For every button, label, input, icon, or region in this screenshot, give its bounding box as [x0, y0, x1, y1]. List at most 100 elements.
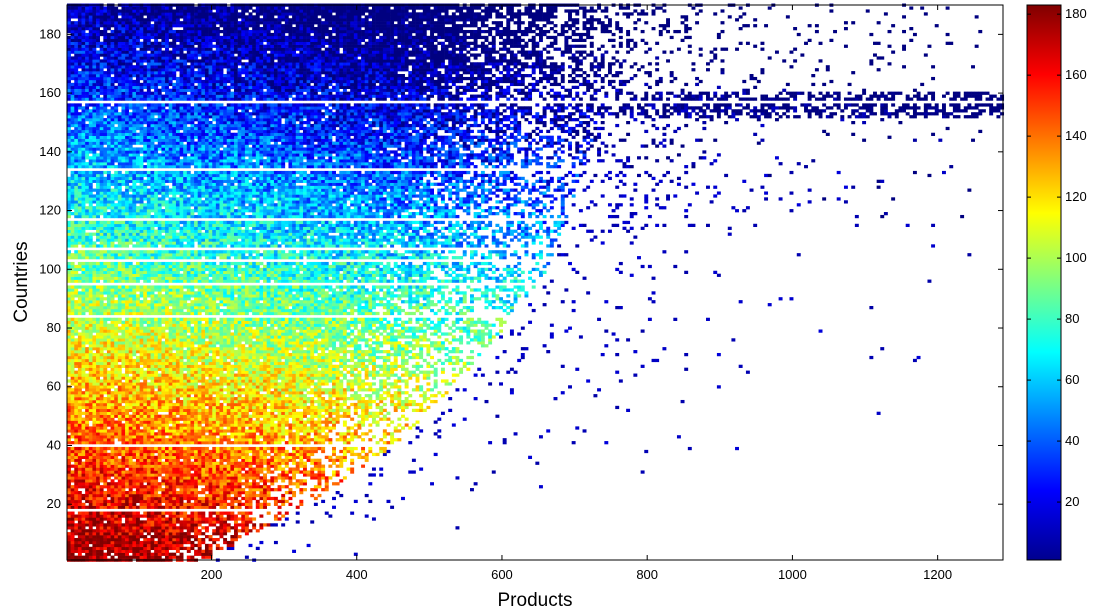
- heatmap-cell: [190, 473, 195, 477]
- heatmap-cell: [70, 449, 75, 454]
- heatmap-cell: [161, 435, 166, 439]
- heatmap-cell: [226, 482, 231, 486]
- heatmap-cell: [237, 499, 242, 504]
- heatmap-cell: [263, 423, 267, 427]
- heatmap-cell: [223, 540, 228, 545]
- heatmap-cell: [459, 350, 464, 354]
- heatmap-cell: [223, 520, 228, 524]
- heatmap-cell: [234, 358, 238, 363]
- heatmap-cell: [168, 511, 173, 515]
- heatmap-cell: [266, 414, 271, 418]
- heatmap-cell: [92, 432, 97, 436]
- heatmap-cell: [121, 555, 126, 559]
- heatmap-cell: [110, 482, 115, 486]
- heatmap-cell: [292, 426, 297, 430]
- heatmap-cell: [226, 429, 231, 433]
- heatmap-cell: [263, 355, 267, 360]
- heatmap-cell: [379, 373, 384, 377]
- heatmap-cell: [335, 432, 340, 436]
- heatmap-cell: [401, 373, 405, 377]
- heatmap-cell: [586, 379, 591, 383]
- heatmap-cell: [295, 355, 300, 360]
- heatmap-cell: [215, 499, 220, 504]
- heatmap-cell: [455, 388, 460, 392]
- heatmap-cell: [477, 367, 482, 371]
- heatmap-cell: [259, 452, 264, 457]
- heatmap-cell: [204, 367, 209, 371]
- heatmap-cell: [154, 394, 159, 398]
- heatmap-cell: [426, 382, 431, 386]
- heatmap-cell: [303, 376, 307, 380]
- heatmap-cell: [143, 405, 148, 410]
- heatmap-cell: [168, 405, 173, 410]
- heatmap-cell: [419, 388, 424, 392]
- heatmap-cell: [284, 376, 289, 380]
- heatmap-cell: [324, 479, 329, 483]
- heatmap-cell: [85, 379, 90, 383]
- heatmap-cell: [168, 520, 173, 524]
- heatmap-cell: [204, 441, 209, 445]
- heatmap-cell: [92, 543, 97, 548]
- heatmap-cell: [194, 352, 199, 357]
- heatmap-cell: [270, 423, 275, 427]
- heatmap-cell: [462, 388, 467, 392]
- heatmap-cell: [426, 405, 431, 410]
- heatmap-cell: [470, 361, 474, 366]
- heatmap-cell: [175, 446, 180, 451]
- heatmap-cell: [313, 370, 318, 374]
- heatmap-cell: [154, 358, 159, 363]
- heatmap-cell: [368, 370, 373, 374]
- heatmap-cell: [121, 414, 126, 418]
- heatmap-cell: [317, 467, 322, 471]
- heatmap-cell: [74, 502, 79, 506]
- heatmap-cell: [284, 361, 289, 366]
- heatmap-cell: [114, 473, 119, 477]
- heatmap-cell: [248, 432, 253, 436]
- heatmap-cell: [154, 532, 159, 536]
- heatmap-cell: [110, 376, 115, 380]
- heatmap-cell: [74, 529, 79, 533]
- heatmap-cell: [135, 517, 140, 521]
- heatmap-cell: [277, 352, 282, 357]
- heatmap-cell: [273, 517, 278, 521]
- heatmap-cell: [103, 552, 108, 556]
- heatmap-cell: [99, 523, 104, 527]
- heatmap-cell: [81, 376, 86, 380]
- heatmap-cell: [128, 523, 133, 527]
- heatmap-cell: [295, 350, 300, 354]
- heatmap-cell: [172, 364, 177, 368]
- heatmap-cell: [321, 391, 326, 395]
- heatmap-cell: [110, 441, 115, 445]
- heatmap-cell: [321, 364, 326, 368]
- heatmap-cell: [125, 350, 130, 354]
- heatmap-cell: [114, 529, 119, 533]
- heatmap-cell: [208, 455, 213, 459]
- heatmap-cell: [99, 502, 104, 506]
- heatmap-cell: [146, 429, 151, 433]
- heatmap-cell: [397, 388, 402, 392]
- heatmap-cell: [67, 397, 71, 401]
- heatmap-cell: [204, 470, 209, 474]
- heatmap-cell: [103, 511, 108, 515]
- heatmap-cell: [292, 355, 297, 360]
- heatmap-cell: [259, 488, 264, 492]
- heatmap-cell: [190, 347, 195, 351]
- heatmap-cell: [317, 347, 322, 351]
- heatmap-cell: [135, 417, 140, 421]
- heatmap-cell: [77, 496, 82, 501]
- heatmap-cell: [350, 402, 355, 407]
- heatmap-cell: [310, 458, 315, 462]
- heatmap-cell: [157, 464, 162, 468]
- heatmap-cell: [143, 499, 148, 504]
- heatmap-cell: [266, 367, 271, 371]
- heatmap-cell: [161, 514, 166, 518]
- heatmap-cell: [135, 458, 140, 462]
- heatmap-cell: [190, 511, 195, 515]
- heatmap-cell: [157, 537, 162, 542]
- heatmap-cell: [139, 488, 144, 492]
- heatmap-cell: [190, 449, 195, 454]
- heatmap-cell: [313, 376, 318, 380]
- heatmap-cell: [212, 476, 217, 480]
- heatmap-cell: [390, 347, 395, 351]
- heatmap-cell: [143, 350, 148, 354]
